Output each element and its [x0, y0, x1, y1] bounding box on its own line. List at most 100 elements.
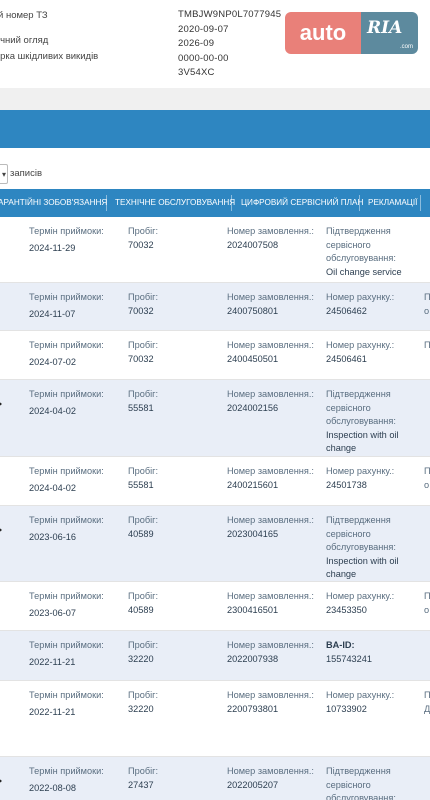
- table-row[interactable]: Термін приймоки: 2024-11-07 Пробіг: 70032 Но…: [0, 283, 430, 331]
- order-number-cell: Номер замовлення.: 2022005207: [227, 765, 322, 792]
- engine-code-value: 3V54XC: [178, 67, 215, 78]
- details-label: Підтвердження сервісного обслуговування:: [326, 515, 396, 552]
- intake-date-value: 2023-06-16: [29, 531, 76, 542]
- chevron-down-icon: ▾: [1, 169, 6, 179]
- mileage-cell: Пробіг: 32220: [128, 639, 223, 666]
- mileage-cell: Пробіг: 70032: [128, 291, 223, 318]
- details-value: 24506462: [326, 305, 367, 316]
- order-number-cell: Номер замовлення.: 2400450501: [227, 339, 322, 366]
- details-cell: Підтвердження сервісного обслуговування:…: [326, 225, 416, 279]
- vehicle-labels: й номер ТЗ ічний огляд ірка шкідливих ви…: [0, 8, 98, 66]
- order-number-label: Номер замовлення.:: [227, 340, 314, 350]
- details-label: Номер рахунку.:: [326, 466, 395, 476]
- truncated-cell: П Т о: [424, 466, 430, 490]
- details-value: 23453350: [326, 604, 367, 615]
- details-cell: Підтвердження сервісного обслуговування:…: [326, 388, 416, 456]
- intake-date-cell: Термін приймоки: 2023-06-16: [29, 514, 124, 544]
- intake-date-value: 2024-04-02: [29, 405, 76, 416]
- details-cell: Номер рахунку.: 23453350: [326, 590, 416, 617]
- table-row[interactable]: Термін приймоки: 2022-11-21 Пробіг: 32220 Но…: [0, 631, 430, 681]
- details-label: Підтвердження сервісного обслуговування:: [326, 389, 396, 426]
- intake-date-label: Термін приймоки:: [29, 226, 104, 236]
- intake-date-cell: Термін приймоки: 2022-11-21: [29, 639, 124, 669]
- mileage-cell: Пробіг: 70032: [128, 339, 223, 366]
- intake-date-cell: Термін приймоки: 2024-04-02: [29, 388, 124, 418]
- details-label: Номер рахунку.:: [326, 591, 395, 601]
- order-number-value: 2300416501: [227, 604, 279, 615]
- order-number-label: Номер замовлення.:: [227, 515, 314, 525]
- vin-value: TMBJW9NP0L7077945: [178, 9, 282, 20]
- mileage-value: 55581: [128, 402, 154, 413]
- table-row[interactable]: Термін приймоки: 2024-04-02 Пробіг: 55581 Но…: [0, 457, 430, 506]
- mileage-cell: Пробіг: 27437: [128, 765, 223, 792]
- intake-date-label: Термін приймоки:: [29, 515, 104, 525]
- intake-date-value: 2024-11-29: [29, 242, 76, 253]
- order-number-value: 2400215601: [227, 479, 279, 490]
- entries-label: записів: [10, 168, 42, 179]
- intake-date-label: Термін приймоки:: [29, 591, 104, 601]
- mileage-cell: Пробіг: 55581: [128, 465, 223, 492]
- details-value: Inspection with oil change: [326, 429, 399, 454]
- intake-date-value: 2024-07-02: [29, 356, 76, 367]
- mileage-value: 70032: [128, 353, 154, 364]
- tab-maintenance[interactable]: ТЕХНІЧНЕ ОБСЛУГОВУВАННЯ: [115, 198, 236, 207]
- order-number-label: Номер замовлення.:: [227, 690, 314, 700]
- autoria-logo[interactable]: auto RIA .com: [285, 12, 418, 54]
- mileage-label: Пробіг:: [128, 515, 159, 525]
- table-row[interactable]: Термін приймоки: 2022-08-08 Пробіг: 27437 Но…: [0, 757, 430, 800]
- section-header-bar: [0, 110, 430, 148]
- table-row[interactable]: Термін приймоки: 2023-06-16 Пробіг: 40589 Но…: [0, 506, 430, 582]
- order-number-cell: Номер замовлення.: 2400215601: [227, 465, 322, 492]
- truncated-cell: П Т: [424, 340, 430, 350]
- table-row[interactable]: Термін приймоки: 2022-11-21 Пробіг: 32220 Но…: [0, 681, 430, 757]
- expand-arrow-icon[interactable]: [0, 400, 2, 408]
- emissions-value: 0000-00-00: [178, 52, 229, 64]
- mileage-label: Пробіг:: [128, 591, 159, 601]
- order-number-cell: Номер замовлення.: 2200793801: [227, 689, 322, 716]
- mileage-label: Пробіг:: [128, 690, 159, 700]
- tab-warranty[interactable]: АРАНТІЙНІ ЗОБОВ'ЯЗАННЯ: [0, 198, 108, 207]
- intake-date-value: 2024-04-02: [29, 482, 76, 493]
- tab-digital-service-plan[interactable]: ЦИФРОВИЙ СЕРВІСНИЙ ПЛАН: [241, 198, 364, 207]
- order-number-value: 2023004165: [227, 528, 279, 539]
- intake-date-value: 2023-06-07: [29, 607, 76, 618]
- mileage-cell: Пробіг: 55581: [128, 388, 223, 415]
- details-cell: BA-ID: 155743241: [326, 639, 416, 666]
- order-number-label: Номер замовлення.:: [227, 466, 314, 476]
- order-number-cell: Номер замовлення.: 2024007508: [227, 225, 322, 252]
- mileage-cell: Пробіг: 40589: [128, 514, 223, 541]
- details-label: Номер рахунку.:: [326, 292, 395, 302]
- entries-select[interactable]: ▾: [0, 164, 8, 184]
- details-cell: Номер рахунку.: 24506461: [326, 339, 416, 366]
- mileage-cell: Пробіг: 40589: [128, 590, 223, 617]
- expand-arrow-icon[interactable]: [0, 526, 2, 534]
- tab-separator: [420, 195, 421, 211]
- details-cell: Підтвердження сервісного обслуговування:…: [326, 514, 416, 581]
- truncated-cell: П Т о: [424, 292, 430, 316]
- order-number-label: Номер замовлення.:: [227, 389, 314, 399]
- intake-date-label: Термін приймоки:: [29, 766, 104, 776]
- table-row[interactable]: Термін приймоки: 2024-07-02 Пробіг: 70032 Но…: [0, 331, 430, 380]
- table-row[interactable]: Термін приймоки: 2024-11-29 Пробіг: 70032 Но…: [0, 217, 430, 283]
- table-row[interactable]: Термін приймоки: 2024-04-02 Пробіг: 55581 Но…: [0, 380, 430, 457]
- vehicle-values: TMBJW9NP0L7077945 2020-09-07 2026-09 000…: [178, 8, 281, 81]
- intake-date-value: 2022-08-08: [29, 782, 76, 793]
- order-number-value: 2022005207: [227, 779, 279, 790]
- details-value: 24501738: [326, 479, 367, 490]
- mileage-label: Пробіг:: [128, 389, 159, 399]
- details-label: Номер рахунку.:: [326, 690, 395, 700]
- order-number-value: 2024007508: [227, 239, 279, 250]
- expand-arrow-icon[interactable]: [0, 777, 2, 785]
- tab-separator: [106, 195, 107, 211]
- gray-divider-band: [0, 88, 430, 110]
- table-row[interactable]: Термін приймоки: 2023-06-07 Пробіг: 40589 Но…: [0, 582, 430, 631]
- intake-date-cell: Термін приймоки: 2023-06-07: [29, 590, 124, 620]
- order-number-label: Номер замовлення.:: [227, 766, 314, 776]
- intake-date-label: Термін приймоки:: [29, 340, 104, 350]
- details-label: Номер рахунку.:: [326, 340, 395, 350]
- details-value: 24506461: [326, 353, 367, 364]
- mileage-value: 70032: [128, 305, 154, 316]
- tab-complaints[interactable]: РЕКЛАМАЦІЇ: [368, 198, 418, 207]
- order-number-value: 2400450501: [227, 353, 279, 364]
- order-number-cell: Номер замовлення.: 2022007938: [227, 639, 322, 666]
